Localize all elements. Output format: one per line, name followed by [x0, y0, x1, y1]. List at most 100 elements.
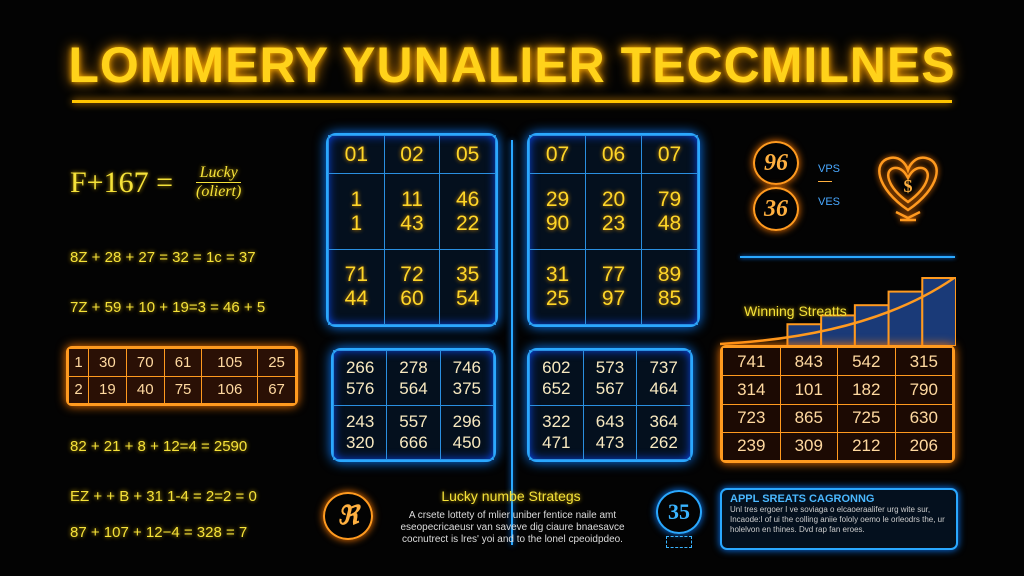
badge-35: 35: [656, 490, 702, 534]
number-circle: 96: [753, 141, 799, 185]
table-cell: 314: [722, 375, 781, 405]
table-cell: 35 54: [439, 248, 496, 326]
table-cell: 25: [257, 348, 296, 377]
table-cell: 75: [163, 375, 203, 404]
table-cell: 89 85: [641, 248, 698, 326]
table-cell: 790: [894, 375, 953, 405]
table-cell: 30: [87, 348, 127, 377]
paragraph-line: eseopecricaeusr van saveve dig ciaure bn…: [400, 522, 625, 533]
table-cell: 29 90: [529, 173, 586, 250]
table-cell: 11 43: [383, 173, 441, 250]
table-cell: 364 262: [636, 404, 691, 460]
table-row: 723 865 725 630: [722, 403, 953, 433]
equation-line: 82 + 21 + 8 + 12=4 = 2590: [70, 438, 248, 455]
left-number-table: 1 30 70 61 105 25 2 19 40 75 106 67: [66, 346, 298, 406]
table-row: 1 1 11 43 46 22: [328, 173, 496, 250]
lucky-symbol-icon: ℜ: [323, 492, 373, 540]
page-title: LOMMERY YUNALIER TECCMILNES: [68, 37, 956, 93]
table-cell: 106: [201, 375, 259, 404]
table-cell: 643 473: [582, 404, 638, 460]
table-cell: 573 567: [582, 350, 638, 406]
table-row: 07 06 07: [529, 134, 698, 175]
table-cell: 101: [779, 375, 838, 405]
equation-line: EZ + + B + 31 1-4 = 2=2 = 0: [70, 488, 257, 505]
table-row: 31 25 77 97 89 85: [529, 248, 698, 326]
number-circle: 36: [753, 187, 799, 231]
main-equation: F+167 =: [70, 166, 174, 199]
table-row: 243 320 557 666 296 450: [332, 404, 495, 460]
equation-line: 7Z + 59 + 10 + 19=3 = 46 + 5: [70, 299, 266, 316]
equation-fraction: Lucky (oliert): [196, 164, 242, 201]
badge-base-icon: [666, 536, 692, 548]
strategy-paragraph: A crsete lottety of mlier uniber fentice…: [390, 510, 635, 546]
table-cell: 266 576: [332, 350, 388, 406]
table-cell: 182: [837, 375, 896, 405]
small-grid-right: 602 652 573 567 737 464 322 471 643 473 364 2…: [527, 348, 693, 462]
table-cell: 737 464: [636, 350, 691, 406]
table-row: 322 471 643 473 364 262: [529, 404, 691, 460]
table-cell: 212: [837, 431, 896, 462]
number-grid-left: 01 02 05 1 1 11 43 46 22 71 44 72 60 35 54: [326, 133, 498, 327]
table-cell: 105: [201, 348, 259, 377]
streak-curve: [720, 276, 955, 346]
table-row: 602 652 573 567 737 464: [529, 350, 691, 406]
table-cell: 865: [779, 403, 838, 433]
table-cell: 20 23: [585, 173, 642, 250]
table-row: 2 19 40 75 106 67: [68, 375, 296, 404]
table-row: 741 843 542 315: [722, 346, 953, 377]
table-cell: 19: [87, 375, 127, 404]
table-row: 01 02 05: [328, 134, 496, 175]
table-cell: 2: [68, 375, 89, 404]
winning-streaks-bars: [720, 276, 956, 346]
table-cell: 01: [328, 134, 385, 175]
table-cell: 77 97: [585, 248, 642, 326]
table-cell: 322 471: [529, 404, 584, 460]
right-divider: [740, 256, 955, 258]
table-row: 239 309 212 206: [722, 431, 953, 462]
label-vps: VPS: [818, 163, 841, 175]
streak-bar: [853, 304, 890, 346]
table-cell: 725: [837, 403, 896, 433]
table-row: 71 44 72 60 35 54: [328, 248, 496, 326]
table-cell: 1: [68, 348, 89, 377]
heart-money-icon: $: [878, 156, 938, 222]
number-grid-right: 07 06 07 29 90 20 23 79 48 31 25 77 97 89 85: [527, 133, 700, 327]
table-cell: 843: [779, 346, 838, 377]
table-cell: 296 450: [439, 404, 495, 460]
paragraph-line: A crsete lottety of mlier uniber fentice…: [408, 510, 617, 521]
table-cell: 602 652: [529, 350, 584, 406]
streaks-label: Winning Streatts: [744, 303, 847, 319]
table-row: 29 90 20 23 79 48: [529, 173, 698, 250]
table-cell: 79 48: [641, 173, 698, 250]
table-cell: 40: [125, 375, 165, 404]
strategy-heading: Lucky numbe Strategs: [441, 488, 581, 504]
table-cell: 243 320: [332, 404, 388, 460]
table-cell: 05: [439, 134, 496, 175]
paragraph-line: cocnutrect is lres' yoi and to the lonel…: [402, 534, 623, 545]
table-cell: 741: [722, 346, 781, 377]
fraction-numerator: Lucky: [196, 164, 242, 183]
table-cell: 70: [125, 348, 165, 377]
table-cell: 71 44: [328, 248, 385, 326]
table-cell: 72 60: [383, 248, 441, 326]
table-cell: 630: [894, 403, 953, 433]
table-row: 266 576 278 564 746 375: [332, 350, 495, 406]
table-cell: 02: [383, 134, 441, 175]
equation-line: 87 + 107 + 12−4 = 328 = 7: [70, 524, 248, 541]
title-underline: [72, 100, 952, 103]
streaks-table: 741 843 542 315 314 101 182 790 723 865 725 630 239 3…: [720, 345, 955, 463]
table-cell: 206: [894, 431, 953, 462]
info-box: APPL SREATS CAGRONNG Unl tres ergoer I v…: [720, 488, 958, 550]
center-divider: [511, 140, 513, 545]
label-divider: [818, 181, 832, 182]
table-cell: 46 22: [439, 173, 496, 250]
small-grid-left: 266 576 278 564 746 375 243 320 557 666 296 4…: [331, 348, 496, 462]
table-cell: 07: [529, 134, 586, 175]
table-row: 314 101 182 790: [722, 375, 953, 405]
table-cell: 746 375: [439, 350, 495, 406]
table-cell: 723: [722, 403, 781, 433]
table-row: 1 30 70 61 105 25: [68, 348, 296, 377]
table-cell: 61: [163, 348, 203, 377]
table-cell: 542: [837, 346, 896, 377]
equation-line: 8Z + 28 + 27 = 32 = 1с = 37: [70, 249, 256, 266]
